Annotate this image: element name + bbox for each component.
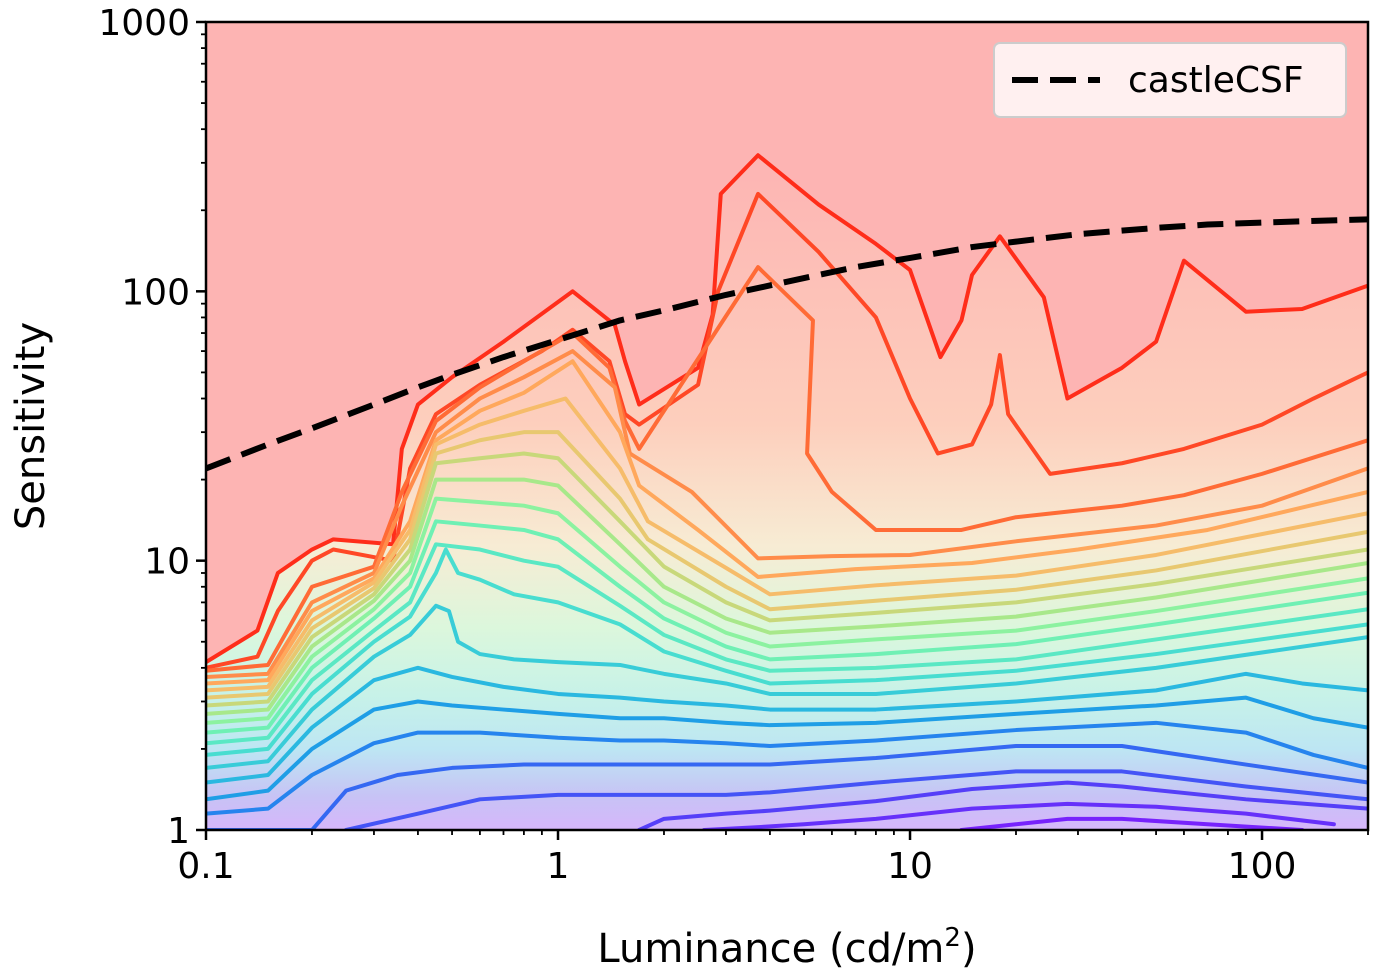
contour-line-21 <box>702 801 1336 830</box>
legend: castleCSF <box>993 42 1347 118</box>
contour-line-17 <box>206 720 1368 816</box>
contour-line-15 <box>206 665 1368 785</box>
legend-box <box>993 42 1347 118</box>
y-tick-label: 1000 <box>98 3 190 44</box>
contour-line-4 <box>206 349 1368 679</box>
plot-frame <box>204 20 1370 832</box>
y-axis-label: Sensitivity <box>8 322 54 530</box>
y-tick-label: 10 <box>144 542 190 583</box>
y-tick-label: 1 <box>167 811 190 852</box>
contour-line-16 <box>206 695 1368 802</box>
contour-line-22 <box>959 816 1305 830</box>
x-axis-label-superscript: 2 <box>944 923 961 953</box>
contour-line-5 <box>206 359 1368 686</box>
contour-line-19 <box>344 769 1368 830</box>
contour-line-8 <box>206 451 1368 708</box>
x-tick-label: 100 <box>1228 846 1297 887</box>
x-axis-label-close: ) <box>961 926 977 972</box>
contour-line-6 <box>206 396 1368 693</box>
y-tick-label: 100 <box>121 272 190 313</box>
contour-line-12 <box>206 542 1368 746</box>
series-lines <box>206 216 1368 472</box>
contour-line-7 <box>206 430 1368 700</box>
x-tick-label: 0.1 <box>177 846 234 887</box>
x-axis-label-main: Luminance (cd/m <box>597 926 944 972</box>
contour-line-20 <box>637 780 1368 830</box>
contour-line-13 <box>206 547 1368 757</box>
contour-line-18 <box>206 744 1368 830</box>
contour-line-9 <box>206 477 1368 716</box>
contour-line-14 <box>206 603 1368 770</box>
contour-fill <box>206 155 1368 830</box>
legend-label-castlecsf: castleCSF <box>1128 60 1304 101</box>
x-axis-label: Luminance (cd/m2) <box>597 923 976 972</box>
x-tick-label: 10 <box>887 846 933 887</box>
series-line-1 <box>206 216 1368 472</box>
contour-line-11 <box>206 519 1368 735</box>
contour-line-10 <box>206 496 1368 725</box>
contour-fill-region <box>206 155 1368 830</box>
contour-line-3 <box>206 265 1368 673</box>
contour-lines <box>206 153 1368 830</box>
x-tick-label: 1 <box>547 846 570 887</box>
